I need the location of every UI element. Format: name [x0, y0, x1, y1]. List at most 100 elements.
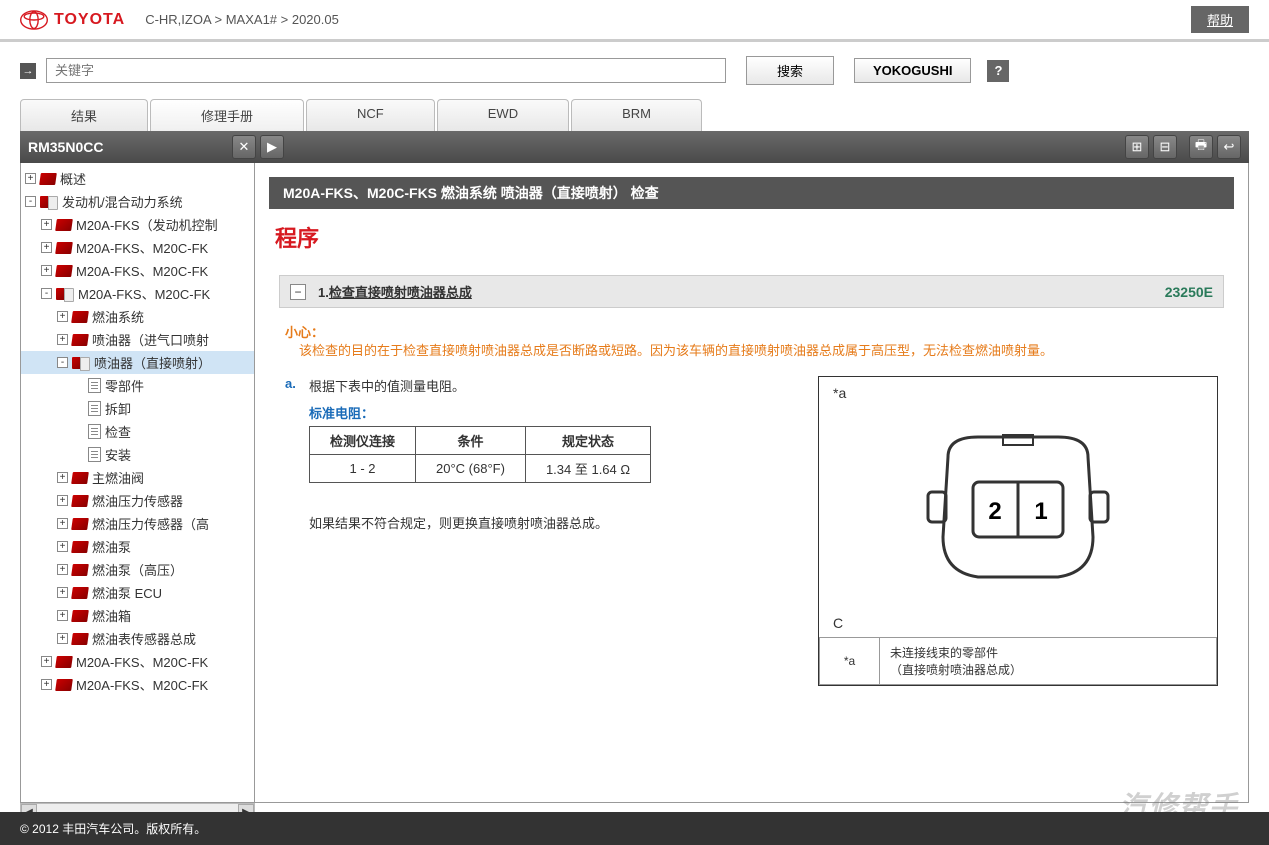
caution-label: 小心： [285, 322, 1218, 341]
expand-icon[interactable]: + [57, 633, 68, 644]
step-collapse-button[interactable]: − [290, 284, 306, 300]
tree-item[interactable]: +燃油压力传感器 [21, 489, 254, 512]
book-icon [71, 541, 89, 553]
expand-icon[interactable] [73, 449, 84, 460]
procedure-row: a.根据下表中的值测量电阻。 标准电阻： 检测仪连接条件规定状态 1 - 220… [285, 376, 1218, 686]
proc-letter: a. [285, 376, 309, 391]
tree-label: M20A-FKS、M20C-FK [76, 261, 208, 280]
tree-item[interactable]: 零部件 [21, 374, 254, 397]
expand-icon[interactable]: + [41, 242, 52, 253]
proc-text: 根据下表中的值测量电阻。 [309, 379, 465, 394]
tree-label: M20A-FKS、M20C-FK [76, 652, 208, 671]
expand-icon[interactable]: + [57, 311, 68, 322]
close-sidebar-button[interactable]: ✕ [232, 135, 256, 159]
tab-manual[interactable]: 修理手册 [150, 99, 304, 131]
tree-item[interactable]: 拆卸 [21, 397, 254, 420]
tree-item[interactable]: +M20A-FKS、M20C-FK [21, 673, 254, 696]
book-icon [39, 173, 57, 185]
tree-item[interactable]: + M20A-FKS、M20C-FK [21, 259, 254, 282]
logo: TOYOTA [20, 10, 125, 30]
play-button[interactable]: ▶ [260, 135, 284, 159]
expand-button[interactable]: ⊞ [1125, 135, 1149, 159]
step-code: 23250E [1165, 284, 1213, 300]
tree-item[interactable]: -M20A-FKS、M20C-FK [21, 282, 254, 305]
tree-label: 安装 [105, 445, 131, 464]
back-button[interactable]: ↩ [1217, 135, 1241, 159]
expand-icon[interactable]: + [41, 219, 52, 230]
expand-icon[interactable]: + [57, 587, 68, 598]
search-input[interactable] [46, 58, 726, 83]
book-icon [71, 587, 89, 599]
search-button[interactable]: 搜索 [746, 56, 834, 85]
content[interactable]: M20A-FKS、M20C-FKS 燃油系统 喷油器（直接喷射） 检查 程序 −… [255, 163, 1249, 803]
tree-item[interactable]: + 概述 [21, 167, 254, 190]
tree-item[interactable]: 检查 [21, 420, 254, 443]
tab-ncf[interactable]: NCF [306, 99, 435, 131]
tree-item[interactable]: + M20A-FKS、M20C-FK [21, 236, 254, 259]
document-icon [88, 378, 101, 393]
expand-icon[interactable]: - [41, 288, 52, 299]
yokogushi-button[interactable]: YOKOGUSHI [854, 58, 971, 83]
toolbar: RM35N0CC ✕ ▶ ⊞ ⊟ 🖶 ↩ [20, 131, 1249, 163]
search-arrow-icon[interactable]: → [20, 63, 36, 79]
book-icon [55, 656, 73, 668]
tree-label: M20A-FKS、M20C-FK [76, 238, 208, 257]
tree-item[interactable]: +主燃油阀 [21, 466, 254, 489]
tree-item[interactable]: +喷油器（进气口喷射 [21, 328, 254, 351]
diagram-corner: C [833, 615, 843, 631]
expand-icon[interactable]: + [41, 656, 52, 667]
expand-icon[interactable]: + [41, 265, 52, 276]
content-title: M20A-FKS、M20C-FKS 燃油系统 喷油器（直接喷射） 检查 [269, 177, 1234, 209]
expand-icon[interactable]: + [57, 518, 68, 529]
expand-icon[interactable]: + [57, 610, 68, 621]
caution-text: 该检查的目的在于检查直接喷射喷油器总成是否断路或短路。因为该车辆的直接喷射喷油器… [285, 341, 1218, 362]
sidebar[interactable]: +概述-发动机/混合动力系统+M20A-FKS（发动机控制+M20A-FKS、M… [20, 163, 255, 803]
tree-item[interactable]: + M20A-FKS、M20C-FK [21, 650, 254, 673]
tree-item[interactable]: + 燃油泵（高压） [21, 558, 254, 581]
th: 规定状态 [525, 426, 650, 454]
expand-icon[interactable]: + [57, 541, 68, 552]
caution: 小心： 该检查的目的在于检查直接喷射喷油器总成是否断路或短路。因为该车辆的直接喷… [285, 322, 1218, 362]
book-icon [55, 242, 73, 254]
expand-icon[interactable]: + [57, 472, 68, 483]
expand-icon[interactable]: - [25, 196, 36, 207]
expand-icon[interactable]: + [25, 173, 36, 184]
note: 如果结果不符合规定，则更换直接喷射喷油器总成。 [309, 513, 802, 532]
print-button[interactable]: 🖶 [1189, 135, 1213, 159]
breadcrumb[interactable]: C-HR,IZOA > MAXA1# > 2020.05 [145, 12, 339, 27]
expand-icon[interactable] [73, 426, 84, 437]
help-icon[interactable]: ? [987, 60, 1009, 82]
tree-label: 燃油系统 [92, 307, 144, 326]
tree-item[interactable]: +燃油泵 [21, 535, 254, 558]
step-text: 1.检查直接喷射喷油器总成 [318, 282, 472, 301]
td: 1.34 至 1.64 Ω [525, 454, 650, 482]
tree-item[interactable]: + 燃油表传感器总成 [21, 627, 254, 650]
tree-label: 燃油泵（高压） [92, 560, 183, 579]
expand-icon[interactable]: + [57, 564, 68, 575]
tree-item[interactable]: -发动机/混合动力系统 [21, 190, 254, 213]
help-button[interactable]: 帮助 [1191, 6, 1249, 33]
expand-icon[interactable] [73, 403, 84, 414]
collapse-button[interactable]: ⊟ [1153, 135, 1177, 159]
std-label: 标准电阻： [309, 403, 802, 422]
tree-label: 燃油表传感器总成 [92, 629, 196, 648]
tree-item[interactable]: 安装 [21, 443, 254, 466]
tab-brm[interactable]: BRM [571, 99, 702, 131]
toyota-logo-icon [20, 10, 48, 30]
expand-icon[interactable]: - [57, 357, 68, 368]
tree-label: 检查 [105, 422, 131, 441]
tab-results[interactable]: 结果 [20, 99, 148, 131]
header: TOYOTA C-HR,IZOA > MAXA1# > 2020.05 帮助 [0, 0, 1269, 42]
tree-item[interactable]: +燃油泵 ECU [21, 581, 254, 604]
expand-icon[interactable]: + [57, 495, 68, 506]
tab-ewd[interactable]: EWD [437, 99, 569, 131]
tree-item[interactable]: +M20A-FKS（发动机控制 [21, 213, 254, 236]
expand-icon[interactable]: + [41, 679, 52, 690]
tree-item[interactable]: +燃油箱 [21, 604, 254, 627]
tree-item[interactable]: -喷油器（直接喷射） [21, 351, 254, 374]
tree-label: 概述 [60, 169, 86, 188]
expand-icon[interactable]: + [57, 334, 68, 345]
expand-icon[interactable] [73, 380, 84, 391]
tree-item[interactable]: +燃油压力传感器（高 [21, 512, 254, 535]
tree-item[interactable]: + 燃油系统 [21, 305, 254, 328]
